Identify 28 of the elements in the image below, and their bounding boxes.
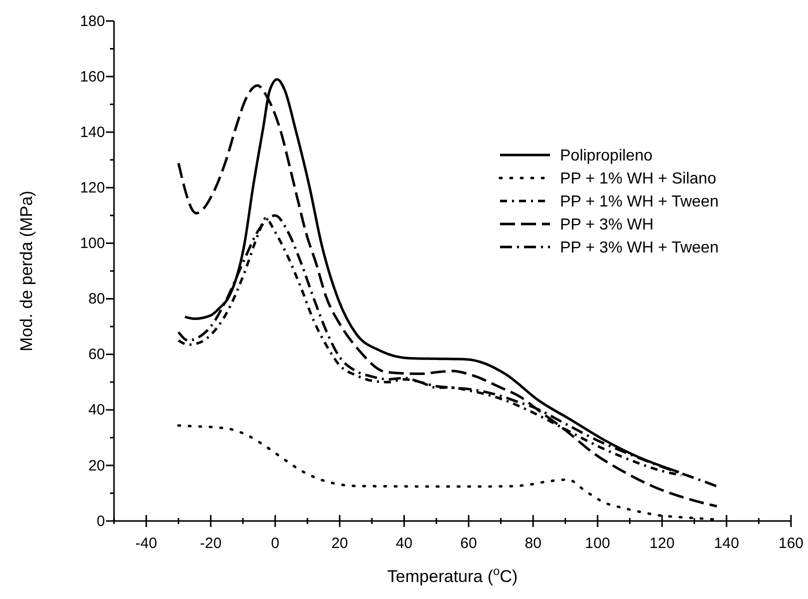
y-tick-label: 140 [80,124,105,141]
y-tick-label: 100 [80,235,105,252]
x-axis-title: Temperatura ($^{o}$C) [387,564,518,586]
legend-label: Polipropileno [560,148,653,165]
y-tick-label: 160 [80,68,105,86]
x-tick-label: 100 [585,535,610,552]
x-tick-label: 140 [714,535,740,552]
y-tick-label: 60 [88,346,105,364]
x-tick-label: 160 [778,535,804,552]
y-tick-label: 40 [88,402,105,419]
x-tick-label: 40 [396,535,412,552]
y-tick-label: 80 [88,290,105,308]
legend-label: PP + 1% WH + Tween [560,194,719,211]
x-tick-label: 0 [271,535,280,552]
y-tick-label: 120 [80,179,105,196]
legend-label: PP + 1% WH + Silano [560,170,716,188]
x-tick-label: 120 [650,535,675,552]
legend-label: PP + 3% WH [560,216,654,234]
x-tick-label: 20 [331,535,348,552]
legend-label: PP + 3% WH + Tween [560,240,719,257]
x-tick-label: 60 [460,535,477,552]
y-axis-title: Mod. de perda (MPa) [17,190,36,352]
y-tick-label: 0 [96,512,105,530]
y-tick-label: 20 [88,457,105,474]
x-tick-label: 80 [524,535,542,552]
y-tick-label: 180 [80,12,105,30]
x-tick-label: -20 [200,535,222,552]
x-tick-label: -40 [135,535,158,552]
